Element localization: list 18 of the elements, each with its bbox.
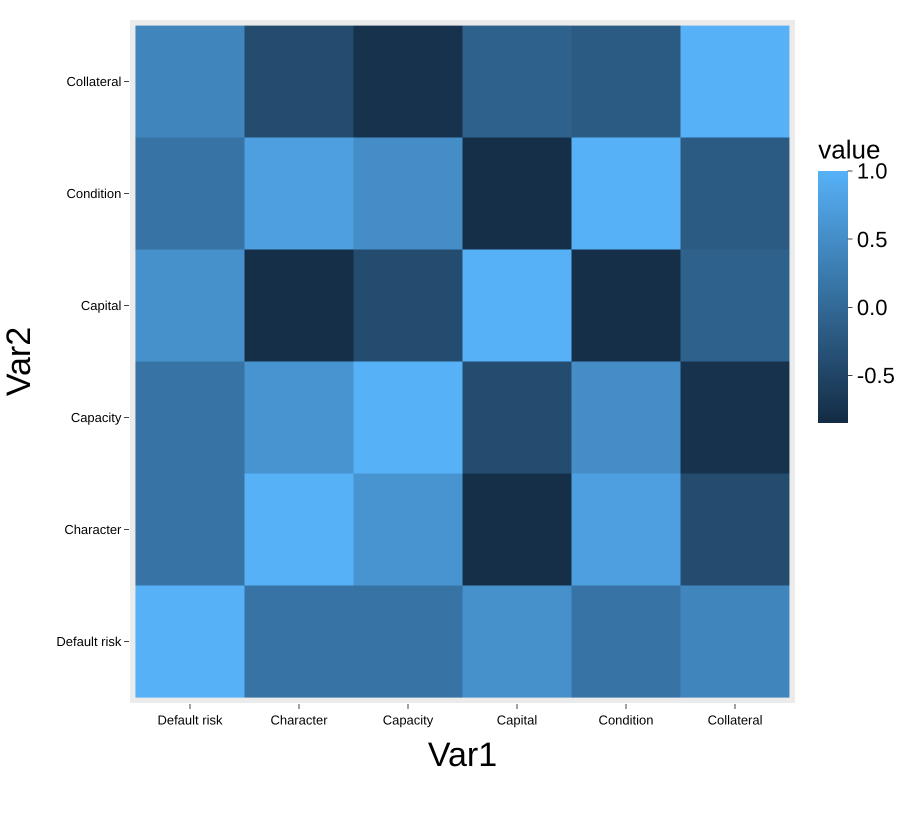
color-bar-label: 1.0 xyxy=(856,158,888,184)
y-axis-title: Var2 xyxy=(0,326,38,396)
x-tick-label: Capacity xyxy=(382,712,434,728)
x-tick-label: Default risk xyxy=(157,712,223,728)
y-tick-label: Condition xyxy=(66,186,122,202)
x-tick-label: Capital xyxy=(496,712,538,728)
x-axis-title: Var1 xyxy=(428,736,498,774)
y-tick-label: Character xyxy=(64,522,122,537)
color-bar-label: 0.0 xyxy=(856,294,888,320)
x-tick-label: Character xyxy=(270,712,328,728)
color-bar-label: 0.5 xyxy=(856,226,888,252)
x-tick-label: Condition xyxy=(598,712,654,728)
y-tick-label: Capacity xyxy=(70,410,122,426)
y-tick-label: Capital xyxy=(80,298,122,314)
x-tick-label: Collateral xyxy=(708,712,763,728)
color-bar-label: -0.5 xyxy=(856,363,895,388)
y-tick-label: Default risk xyxy=(56,634,122,649)
y-tick-label: Collateral xyxy=(66,74,122,90)
